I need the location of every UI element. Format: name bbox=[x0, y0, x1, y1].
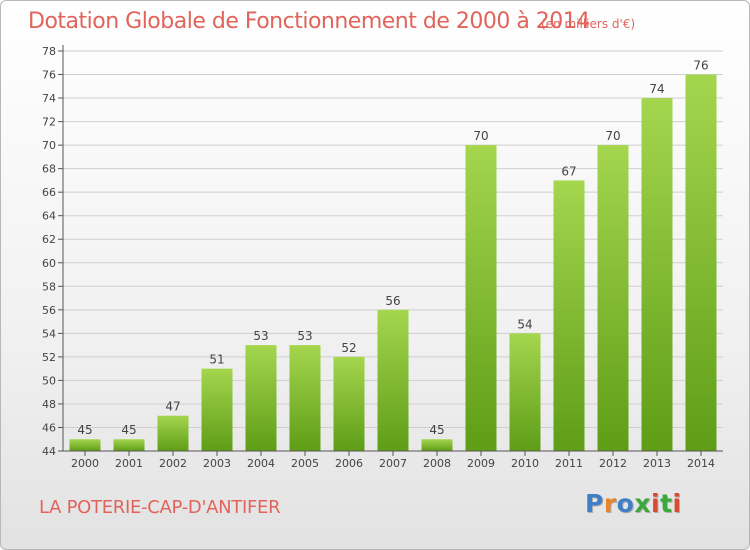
y-tick-label: 50 bbox=[42, 374, 56, 387]
x-tick-label: 2009 bbox=[467, 457, 495, 470]
x-tick-label: 2001 bbox=[115, 457, 143, 470]
x-tick-label: 2000 bbox=[71, 457, 99, 470]
bar-2000 bbox=[69, 439, 101, 451]
bar-2005 bbox=[289, 345, 321, 451]
y-tick-label: 72 bbox=[42, 116, 56, 129]
logo-letter: o bbox=[616, 489, 635, 518]
data-label: 53 bbox=[253, 329, 268, 343]
y-tick-label: 52 bbox=[42, 351, 56, 364]
data-label: 51 bbox=[209, 353, 224, 367]
data-label: 74 bbox=[649, 82, 664, 96]
x-tick-label: 2014 bbox=[687, 457, 715, 470]
logo-letter: r bbox=[603, 489, 617, 518]
logo-letter: i bbox=[651, 489, 661, 518]
y-tick-label: 70 bbox=[42, 139, 56, 152]
x-tick-label: 2013 bbox=[643, 457, 671, 470]
data-label: 45 bbox=[429, 423, 444, 437]
data-label: 52 bbox=[341, 341, 356, 355]
bar-2009 bbox=[465, 145, 497, 451]
y-tick-label: 60 bbox=[42, 257, 56, 270]
x-tick-label: 2002 bbox=[159, 457, 187, 470]
x-tick-label: 2007 bbox=[379, 457, 407, 470]
x-tick-label: 2008 bbox=[423, 457, 451, 470]
bar-2011 bbox=[553, 180, 585, 452]
data-label: 54 bbox=[517, 317, 532, 331]
x-tick-label: 2006 bbox=[335, 457, 363, 470]
logo-letter: x bbox=[634, 489, 651, 518]
bar-2004 bbox=[245, 345, 277, 451]
y-tick-label: 66 bbox=[42, 186, 56, 199]
bar-2010 bbox=[509, 333, 541, 451]
axes bbox=[58, 45, 723, 456]
data-label: 53 bbox=[297, 329, 312, 343]
bar-2001 bbox=[113, 439, 145, 451]
data-label: 70 bbox=[605, 129, 620, 143]
x-tick-label: 2004 bbox=[247, 457, 275, 470]
y-tick-label: 78 bbox=[42, 45, 56, 58]
y-tick-label: 74 bbox=[42, 92, 56, 105]
data-label: 56 bbox=[385, 294, 400, 308]
bar-2003 bbox=[201, 368, 233, 451]
proxiti-logo: Proxiti bbox=[585, 489, 682, 518]
y-tick-label: 46 bbox=[42, 421, 56, 434]
data-label: 47 bbox=[165, 400, 180, 414]
bar-2014 bbox=[685, 74, 717, 451]
y-tick-label: 54 bbox=[42, 327, 56, 340]
x-tick-label: 2012 bbox=[599, 457, 627, 470]
bar-2008 bbox=[421, 439, 453, 451]
x-tick-label: 2003 bbox=[203, 457, 231, 470]
y-tick-label: 64 bbox=[42, 210, 56, 223]
y-tick-label: 58 bbox=[42, 280, 56, 293]
y-tick-label: 68 bbox=[42, 163, 56, 176]
bar-2013 bbox=[641, 98, 673, 451]
y-tick-label: 76 bbox=[42, 69, 56, 82]
x-tick-label: 2011 bbox=[555, 457, 583, 470]
chart-title: Dotation Globale de Fonctionnement de 20… bbox=[28, 9, 590, 34]
data-label: 45 bbox=[77, 423, 92, 437]
logo-letter: P bbox=[585, 489, 604, 518]
bars bbox=[69, 74, 717, 452]
x-tick-label: 2005 bbox=[291, 457, 319, 470]
bar-2002 bbox=[157, 415, 189, 451]
data-label: 70 bbox=[473, 129, 488, 143]
data-label: 67 bbox=[561, 164, 576, 178]
chart-subtitle: (en milliers d'€) bbox=[541, 17, 636, 31]
data-label: 76 bbox=[693, 59, 708, 73]
x-tick-label: 2010 bbox=[511, 457, 539, 470]
y-tick-label: 44 bbox=[42, 445, 56, 458]
logo-letter: t bbox=[660, 489, 673, 518]
y-tick-label: 62 bbox=[42, 233, 56, 246]
labels: 44 46 48 50 52 54 56 58 60 62 64 66 68 70 72 74 76 78 45 20… bbox=[42, 45, 715, 470]
y-tick-label: 56 bbox=[42, 304, 56, 317]
y-tick-label: 48 bbox=[42, 398, 56, 411]
data-label: 45 bbox=[121, 423, 136, 437]
commune-name: LA POTERIE-CAP-D'ANTIFER bbox=[39, 497, 281, 518]
bar-2007 bbox=[377, 309, 409, 451]
logo-letter: i bbox=[672, 489, 682, 518]
bar-2006 bbox=[333, 356, 365, 451]
bar-2012 bbox=[597, 145, 629, 451]
